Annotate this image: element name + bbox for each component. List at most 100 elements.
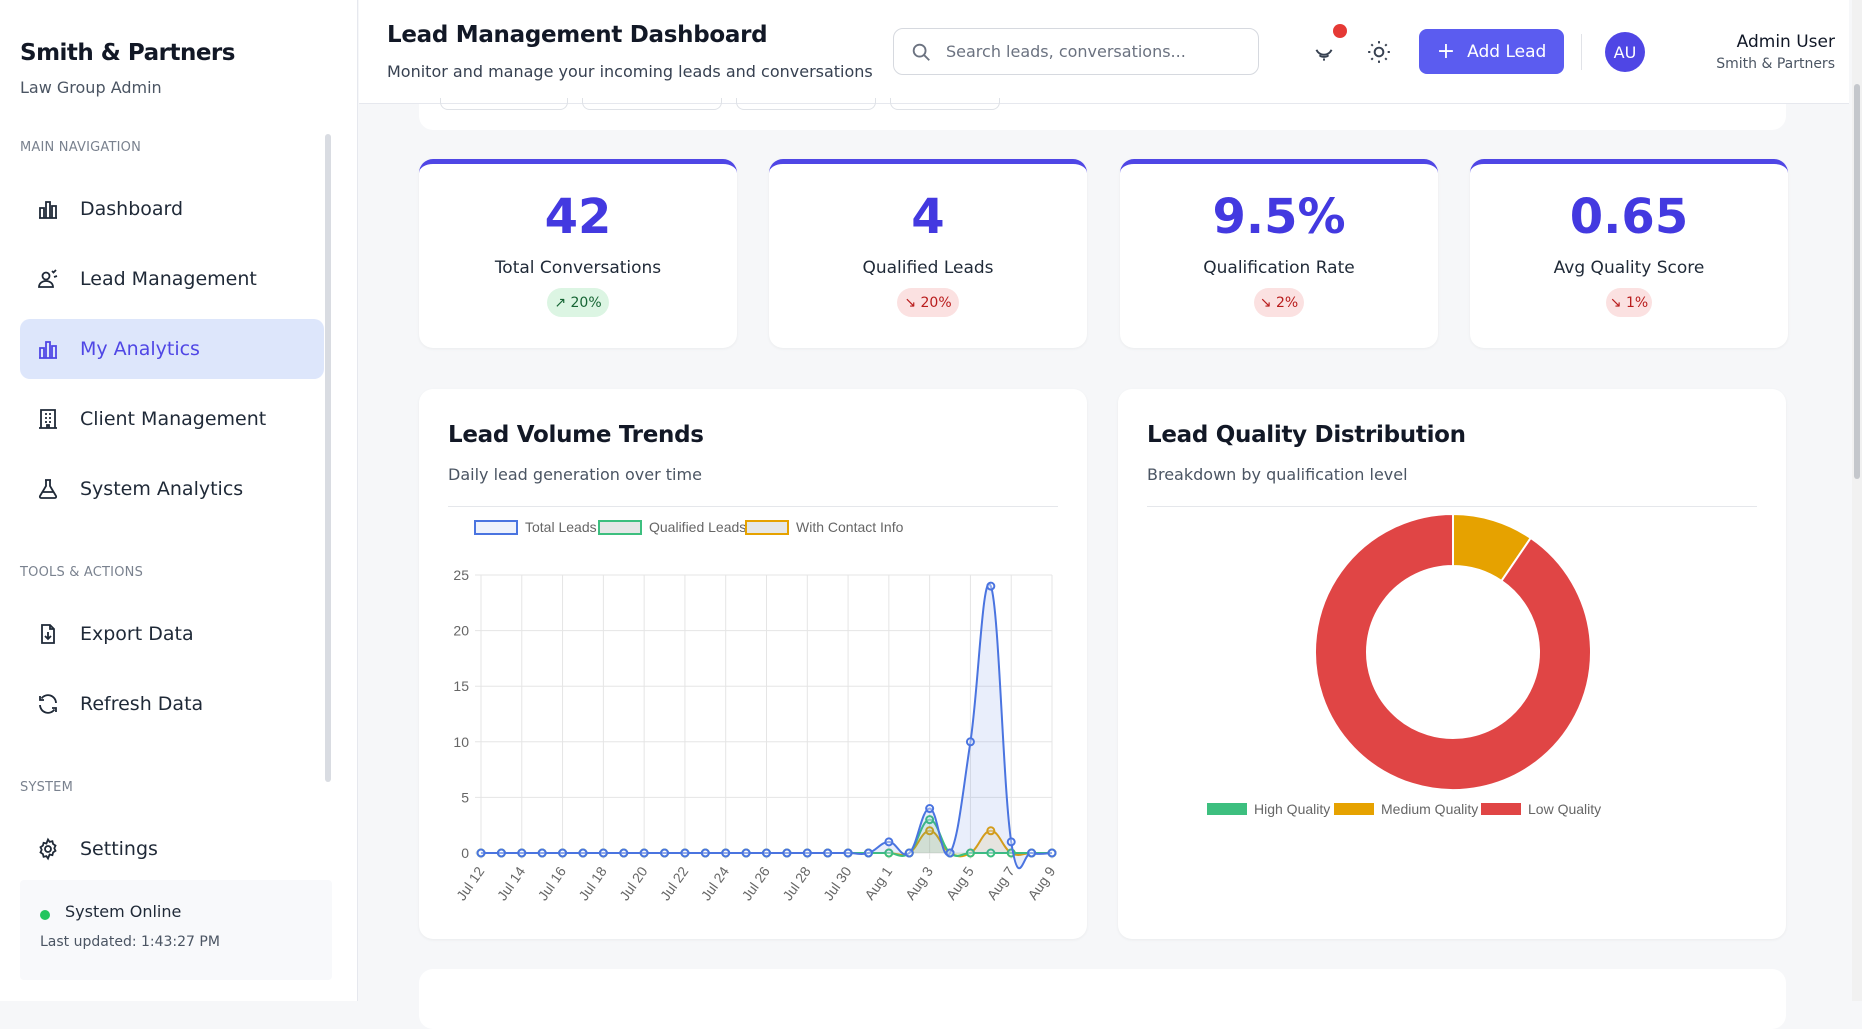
filter-chip[interactable] — [890, 98, 1000, 110]
section-system: SYSTEM — [20, 780, 74, 795]
data-point — [802, 848, 812, 858]
trend-badge: ↗ 20% — [547, 288, 609, 317]
series-area — [481, 819, 1052, 856]
stat-card-qualification-rate: 9.5% Qualification Rate ↘ 2% — [1120, 159, 1438, 348]
system-status: System Online Last updated: 1:43:27 PM — [20, 880, 332, 980]
lead-quality-chart: High Quality Medium Quality Low Quality — [1207, 512, 1601, 817]
card-title: Lead Volume Trends — [448, 422, 704, 448]
sidebar-item-client-management[interactable]: Client Management — [20, 389, 324, 449]
filter-chip[interactable] — [440, 98, 568, 110]
page-subtitle: Monitor and manage your incoming leads a… — [387, 62, 873, 81]
card-subtitle: Daily lead generation over time — [448, 465, 702, 484]
page-scrollbar[interactable] — [1852, 0, 1862, 1001]
legend-swatch — [1207, 803, 1247, 815]
sidebar-item-export-data[interactable]: Export Data — [20, 604, 324, 664]
gear-icon — [36, 837, 60, 861]
legend-label: With Contact Info — [796, 519, 904, 535]
data-point — [578, 848, 588, 858]
sidebar-item-label: Refresh Data — [80, 693, 204, 715]
data-point — [517, 848, 527, 858]
theme-toggle-button[interactable] — [1365, 38, 1393, 66]
sidebar-item-settings[interactable]: Settings — [20, 819, 324, 879]
data-point — [884, 837, 894, 847]
notifications-button[interactable] — [1310, 38, 1338, 66]
x-tick-label: Jul 20 — [616, 863, 651, 903]
stat-label: Qualification Rate — [1203, 258, 1355, 278]
data-point — [925, 826, 935, 836]
legend-swatch — [1481, 803, 1521, 815]
x-tick-label: Aug 3 — [902, 863, 936, 902]
sidebar-scrollbar[interactable] — [325, 134, 331, 782]
bell-icon — [1315, 49, 1333, 61]
data-point — [1027, 848, 1037, 858]
sidebar-item-label: Dashboard — [80, 198, 184, 220]
lead-volume-card: Lead Volume Trends Daily lead generation… — [419, 389, 1087, 939]
pie-slice — [1314, 512, 1592, 791]
user-name: Admin User — [1736, 32, 1835, 52]
bar-chart-icon — [36, 197, 60, 221]
stat-value: 9.5% — [1212, 189, 1346, 245]
card-divider — [448, 506, 1058, 507]
search-input[interactable]: Search leads, conversations... — [893, 28, 1259, 75]
stat-label: Total Conversations — [494, 258, 662, 278]
sidebar-item-label: Settings — [80, 838, 158, 860]
sidebar: Smith & Partners Law Group Admin MAIN NA… — [0, 0, 358, 1001]
data-point — [986, 581, 996, 591]
x-tick-label: Jul 22 — [657, 863, 692, 903]
filter-bar — [419, 104, 1786, 130]
x-tick-label: Jul 28 — [779, 863, 814, 903]
data-point — [762, 848, 771, 858]
data-point — [476, 848, 486, 858]
building-icon — [36, 407, 60, 431]
data-point — [945, 848, 955, 858]
sidebar-item-lead-management[interactable]: Lead Management — [20, 249, 324, 309]
legend-label: High Quality — [1254, 801, 1330, 817]
data-point — [965, 848, 975, 858]
search-icon — [912, 43, 930, 61]
avatar[interactable]: AU — [1605, 32, 1645, 72]
sidebar-item-label: Lead Management — [80, 268, 257, 290]
filter-chip[interactable] — [582, 98, 722, 110]
brand-name: Smith & Partners — [20, 40, 235, 66]
stat-value: 0.65 — [1569, 189, 1689, 245]
filter-chip[interactable] — [736, 98, 876, 110]
data-point — [782, 848, 792, 858]
page-scrollbar-thumb[interactable] — [1854, 84, 1860, 479]
x-tick-label: Jul 26 — [738, 863, 773, 903]
sidebar-item-refresh-data[interactable]: Refresh Data — [20, 674, 324, 734]
add-lead-button[interactable]: + Add Lead — [1419, 29, 1564, 74]
x-tick-label: Aug 9 — [1024, 863, 1058, 902]
lead-volume-chart: 0 5 10 15 20 25 Jul 12 Jul 14 Jul 16 Jul 18 Jul 20… — [453, 519, 1059, 903]
section-main-navigation: MAIN NAVIGATION — [20, 140, 142, 155]
trend-badge: ↘ 20% — [897, 288, 959, 317]
legend-label: Total Leads — [525, 519, 597, 535]
refresh-icon — [36, 692, 60, 716]
add-lead-label: Add Lead — [1467, 41, 1547, 62]
data-point — [843, 848, 853, 858]
flask-icon — [36, 477, 60, 501]
data-point — [904, 848, 914, 858]
legend-swatch — [474, 520, 518, 535]
x-tick-label: Aug 5 — [943, 863, 977, 902]
x-tick-label: Jul 24 — [698, 863, 733, 903]
data-point — [1006, 837, 1016, 847]
legend-swatch — [745, 520, 789, 535]
page-title: Lead Management Dashboard — [387, 22, 768, 48]
section-tools-actions: TOOLS & ACTIONS — [20, 565, 144, 580]
status-label: System Online — [65, 902, 182, 921]
data-point — [558, 848, 568, 858]
stat-label: Qualified Leads — [862, 258, 994, 278]
legend-swatch — [1334, 803, 1374, 815]
sidebar-item-label: System Analytics — [80, 478, 244, 500]
sidebar-item-dashboard[interactable]: Dashboard — [20, 179, 324, 239]
legend-label: Medium Quality — [1381, 801, 1478, 817]
stat-label: Avg Quality Score — [1553, 258, 1705, 278]
sidebar-item-my-analytics[interactable]: My Analytics — [20, 319, 324, 379]
data-point — [537, 848, 547, 858]
notification-badge — [1333, 24, 1347, 38]
data-point — [700, 848, 710, 858]
next-card — [419, 969, 1786, 1029]
data-point — [965, 737, 975, 747]
sidebar-item-system-analytics[interactable]: System Analytics — [20, 459, 324, 519]
data-point — [863, 848, 873, 858]
